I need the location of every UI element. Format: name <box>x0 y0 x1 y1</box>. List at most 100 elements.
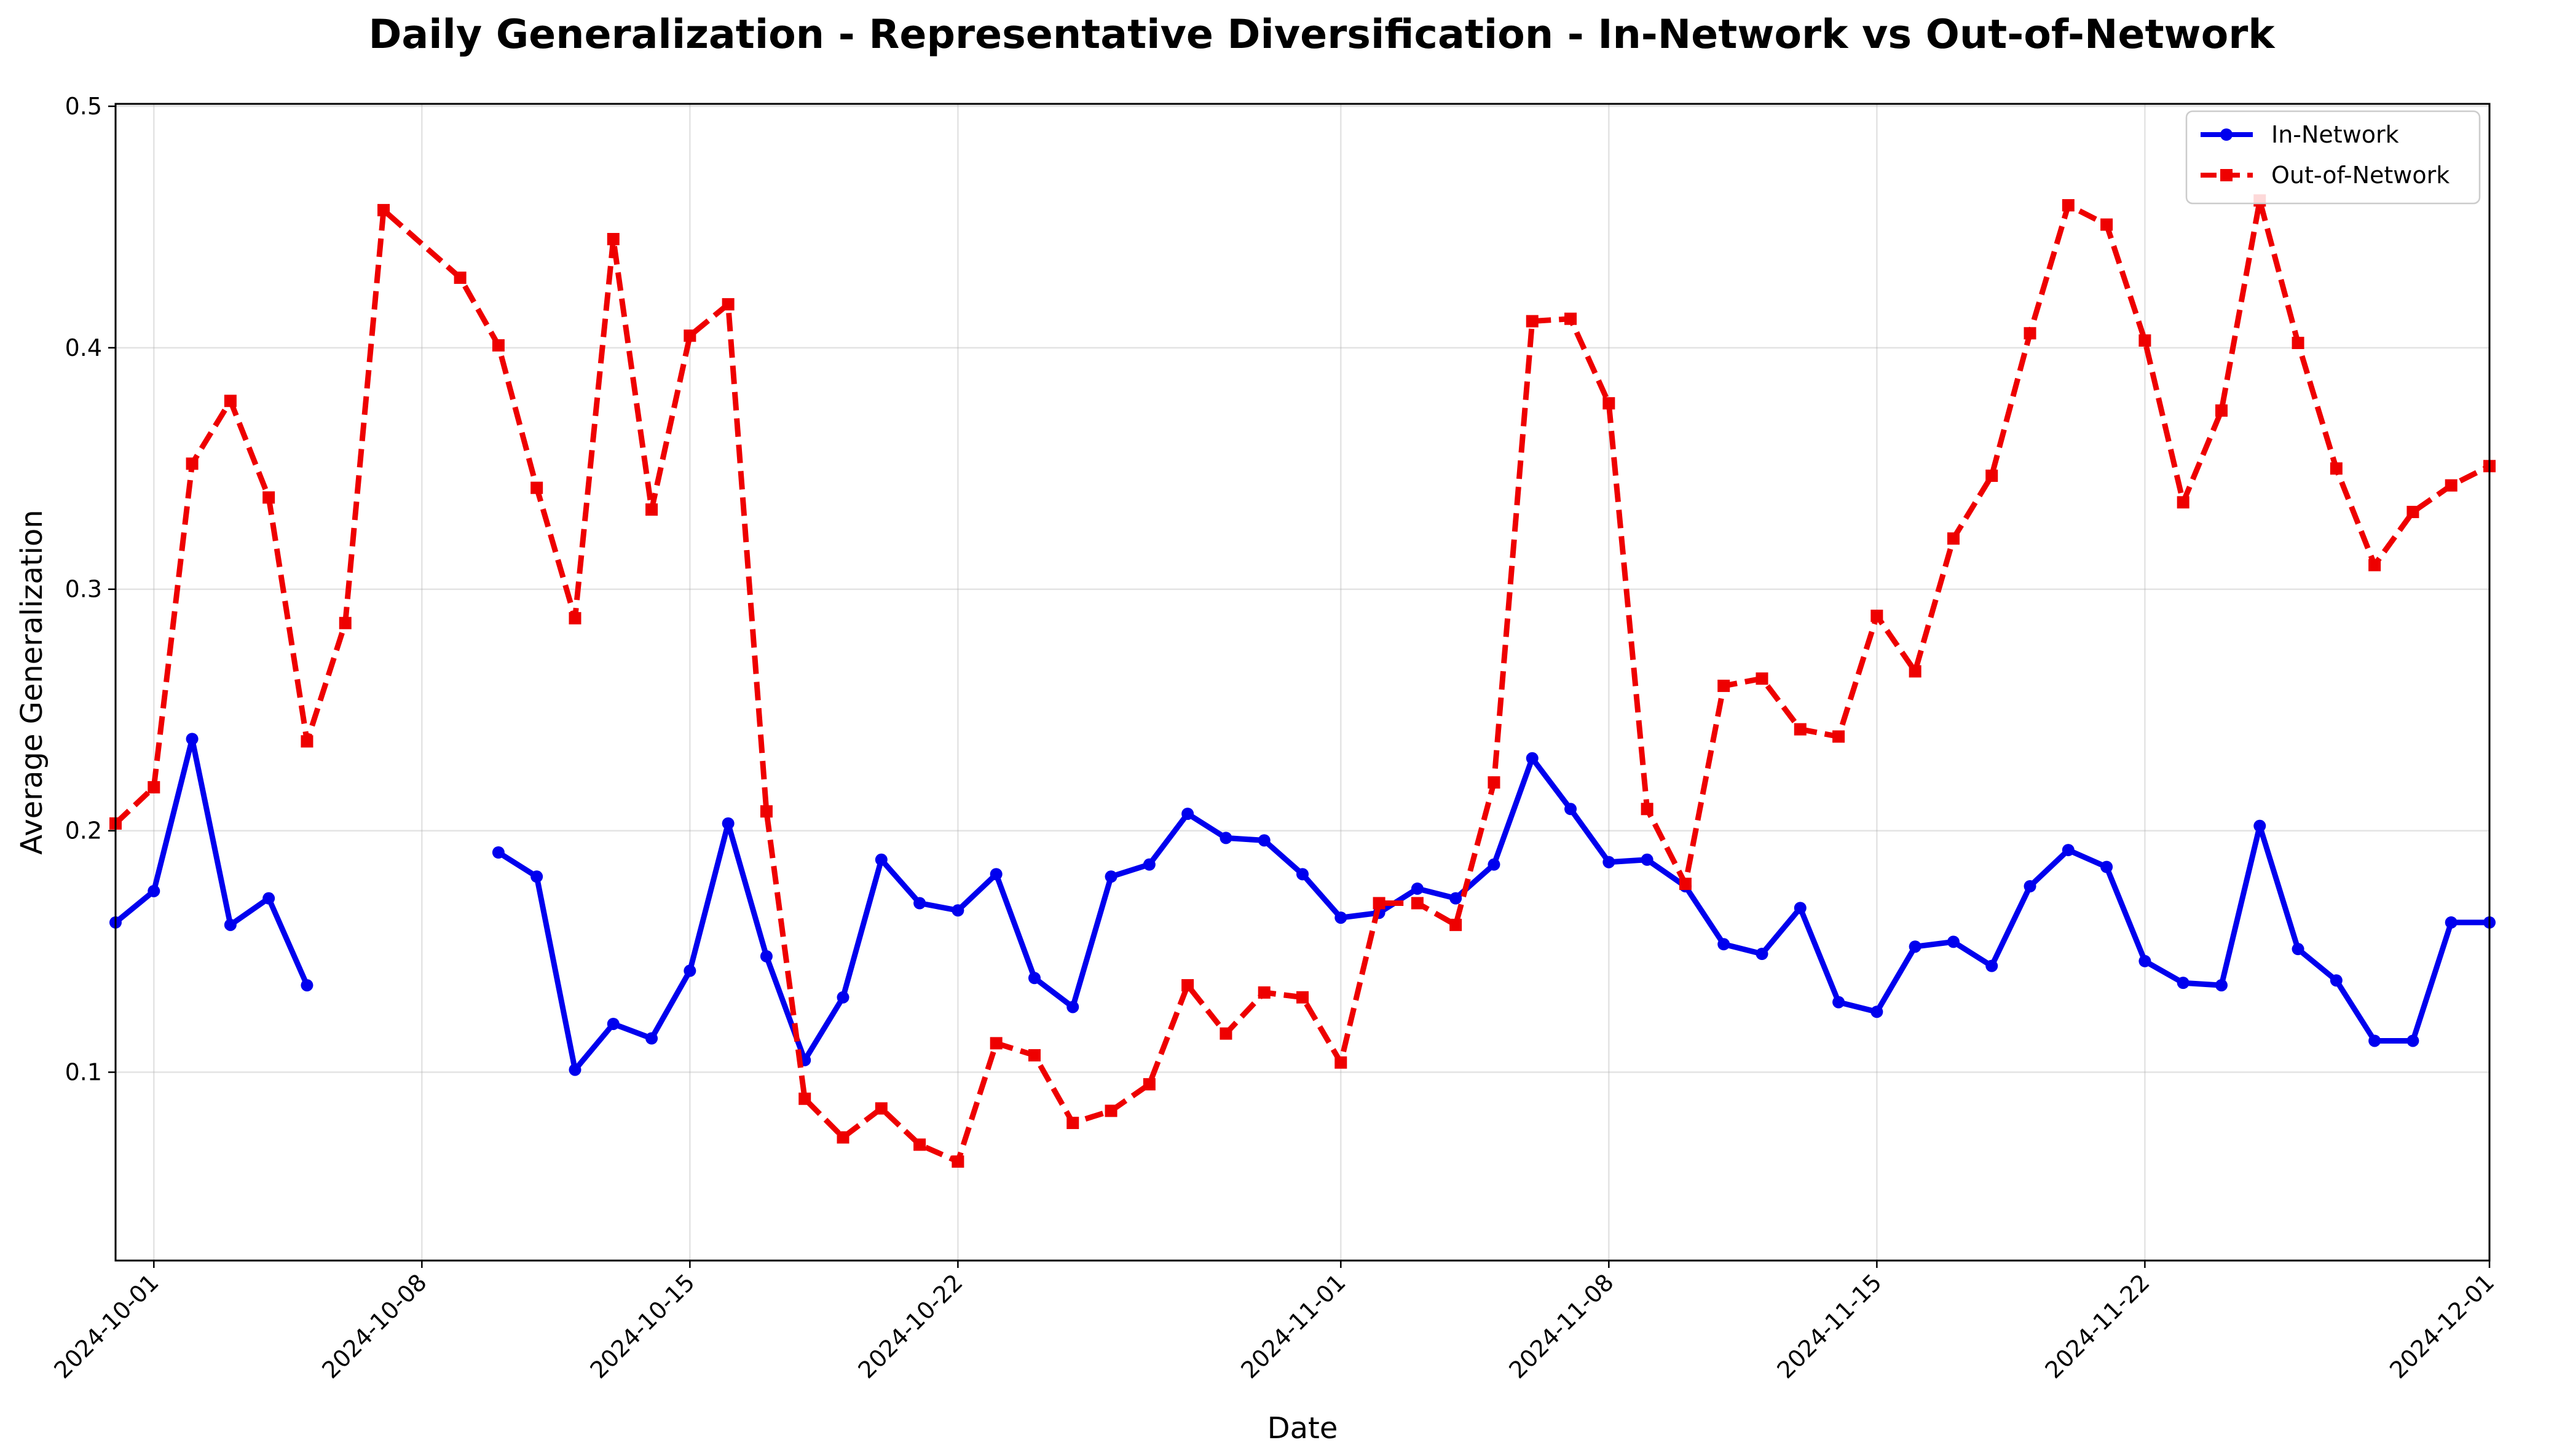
point-in-network <box>1258 834 1271 847</box>
point-out-of-network <box>2100 218 2113 231</box>
legend-label-in-network: In-Network <box>2271 121 2399 148</box>
point-in-network <box>2445 916 2458 929</box>
point-in-network <box>952 904 964 917</box>
line-in-network <box>112 736 310 988</box>
point-in-network <box>1105 870 1117 883</box>
point-out-of-network <box>530 481 543 494</box>
point-out-of-network <box>454 271 467 284</box>
point-in-network <box>1947 935 1960 948</box>
point-in-network <box>607 1017 620 1030</box>
point-out-of-network <box>1679 878 1692 891</box>
point-out-of-network <box>1411 897 1424 910</box>
point-out-of-network <box>1909 665 1922 678</box>
point-out-of-network <box>722 298 735 311</box>
legend-marker-out-of-network <box>2220 169 2233 181</box>
point-out-of-network <box>1717 679 1730 692</box>
point-in-network <box>1526 752 1539 765</box>
legend-label-out-of-network: Out-of-Network <box>2271 162 2450 189</box>
point-in-network <box>990 868 1003 881</box>
point-in-network <box>645 1032 658 1045</box>
point-out-of-network <box>1220 1027 1232 1040</box>
point-out-of-network <box>262 491 275 504</box>
plot-frame <box>114 103 2491 1262</box>
point-out-of-network <box>148 781 160 793</box>
point-out-of-network <box>1143 1078 1156 1091</box>
point-out-of-network <box>1832 730 1845 743</box>
point-in-network <box>1449 892 1462 905</box>
point-out-of-network <box>1488 776 1500 789</box>
legend-box <box>2185 110 2481 205</box>
point-out-of-network <box>1066 1117 1079 1130</box>
point-out-of-network <box>952 1155 964 1168</box>
point-out-of-network <box>2177 496 2190 509</box>
point-out-of-network <box>645 503 658 516</box>
legend-marker-in-network <box>2220 128 2233 141</box>
point-in-network <box>224 918 237 931</box>
point-in-network <box>875 853 888 866</box>
point-out-of-network <box>2138 334 2151 347</box>
point-out-of-network <box>1181 979 1194 992</box>
point-out-of-network <box>607 233 620 246</box>
point-in-network <box>1602 856 1615 868</box>
point-out-of-network <box>2368 559 2381 572</box>
point-in-network <box>1641 853 1653 866</box>
point-out-of-network <box>2024 327 2036 340</box>
point-in-network <box>1220 832 1232 844</box>
point-out-of-network <box>186 457 199 470</box>
y-axis-label: Average Generalization <box>15 510 49 854</box>
series-out-of-network <box>109 194 2496 1168</box>
point-out-of-network <box>837 1131 849 1144</box>
point-out-of-network <box>2292 336 2304 349</box>
point-in-network <box>837 991 849 1004</box>
point-in-network <box>1985 959 1998 972</box>
point-in-network <box>1066 1001 1079 1013</box>
x-axis-label: Date <box>1267 1411 1338 1446</box>
point-out-of-network <box>2330 462 2343 475</box>
point-in-network <box>2177 977 2190 990</box>
point-out-of-network <box>1258 986 1271 999</box>
point-out-of-network <box>1641 803 1653 816</box>
y-axis-ticks: 0.1 0.2 0.3 0.4 0.5 <box>65 93 116 1086</box>
point-in-network <box>1488 858 1500 871</box>
point-out-of-network <box>1756 672 1768 685</box>
legend: In-Network Out-of-Network <box>2185 110 2481 205</box>
point-out-of-network <box>1870 609 1883 622</box>
point-in-network <box>148 884 160 897</box>
point-out-of-network <box>224 395 237 407</box>
point-in-network <box>1181 808 1194 820</box>
point-in-network <box>1334 911 1347 924</box>
point-in-network <box>1296 868 1309 881</box>
point-in-network <box>492 846 505 859</box>
point-in-network <box>1794 902 1807 915</box>
point-in-network <box>2292 943 2304 956</box>
point-out-of-network <box>1028 1049 1041 1062</box>
point-in-network <box>530 870 543 883</box>
line-out-of-network <box>113 197 2491 1165</box>
point-in-network <box>2100 860 2113 873</box>
plot-series <box>109 194 2496 1168</box>
point-in-network <box>2215 979 2228 992</box>
point-in-network <box>1028 972 1041 985</box>
y-tick-label: 0.3 <box>65 576 102 603</box>
chart-title: Daily Generalization - Representative Di… <box>368 12 2276 58</box>
point-out-of-network <box>798 1092 811 1105</box>
point-in-network <box>2368 1034 2381 1047</box>
point-in-network <box>2253 819 2266 832</box>
point-out-of-network <box>1947 532 1960 545</box>
point-in-network <box>262 892 275 905</box>
point-out-of-network <box>1985 470 1998 482</box>
point-in-network <box>684 964 696 977</box>
point-in-network <box>1909 940 1922 953</box>
point-out-of-network <box>1564 312 1577 325</box>
point-out-of-network <box>377 203 390 216</box>
point-in-network <box>1717 938 1730 951</box>
point-out-of-network <box>1105 1104 1117 1117</box>
point-out-of-network <box>1296 991 1309 1004</box>
point-in-network <box>2330 974 2343 987</box>
point-out-of-network <box>2445 479 2458 492</box>
point-out-of-network <box>760 805 773 818</box>
point-out-of-network <box>990 1037 1003 1050</box>
point-out-of-network <box>1794 723 1807 736</box>
